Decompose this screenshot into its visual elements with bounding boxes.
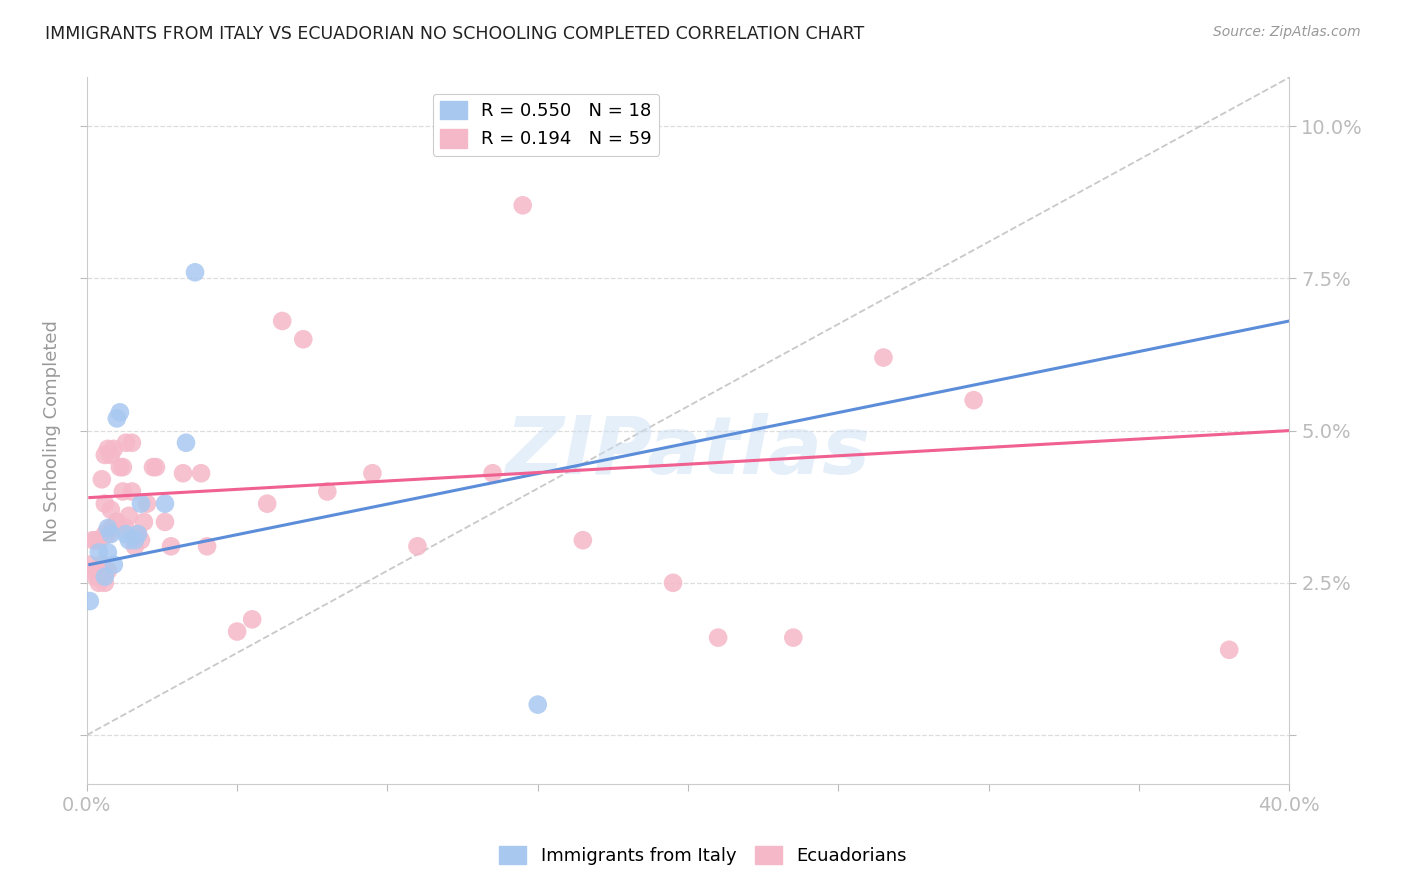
- Point: [292, 332, 315, 346]
- Point: [184, 265, 207, 279]
- Point: [361, 467, 384, 481]
- Point: [136, 497, 159, 511]
- Point: [271, 314, 294, 328]
- Point: [94, 448, 117, 462]
- Point: [82, 564, 104, 578]
- Point: [103, 442, 125, 456]
- Point: [94, 575, 117, 590]
- Point: [124, 533, 146, 548]
- Point: [121, 484, 143, 499]
- Point: [963, 393, 986, 408]
- Point: [145, 460, 167, 475]
- Point: [240, 612, 263, 626]
- Point: [115, 521, 138, 535]
- Point: [256, 497, 278, 511]
- Point: [97, 545, 120, 559]
- Point: [111, 484, 134, 499]
- Point: [782, 631, 804, 645]
- Point: [127, 527, 149, 541]
- Point: [87, 575, 110, 590]
- Point: [100, 502, 122, 516]
- Point: [97, 521, 120, 535]
- Point: [94, 527, 117, 541]
- Point: [118, 533, 141, 548]
- Point: [129, 533, 152, 548]
- Point: [129, 497, 152, 511]
- Point: [97, 564, 120, 578]
- Point: [316, 484, 339, 499]
- Point: [87, 533, 110, 548]
- Point: [226, 624, 249, 639]
- Point: [115, 435, 138, 450]
- Point: [97, 527, 120, 541]
- Point: [190, 467, 212, 481]
- Point: [481, 467, 503, 481]
- Point: [142, 460, 165, 475]
- Legend: Immigrants from Italy, Ecuadorians: Immigrants from Italy, Ecuadorians: [492, 838, 914, 872]
- Point: [1218, 642, 1240, 657]
- Point: [100, 448, 122, 462]
- Text: IMMIGRANTS FROM ITALY VS ECUADORIAN NO SCHOOLING COMPLETED CORRELATION CHART: IMMIGRANTS FROM ITALY VS ECUADORIAN NO S…: [45, 25, 865, 43]
- Point: [105, 515, 128, 529]
- Point: [118, 508, 141, 523]
- Point: [82, 533, 104, 548]
- Point: [572, 533, 595, 548]
- Point: [132, 515, 155, 529]
- Point: [84, 533, 107, 548]
- Point: [707, 631, 730, 645]
- Point: [127, 527, 149, 541]
- Text: ZIPatlas: ZIPatlas: [506, 413, 870, 491]
- Point: [121, 435, 143, 450]
- Point: [105, 515, 128, 529]
- Point: [108, 460, 131, 475]
- Point: [90, 558, 112, 572]
- Point: [94, 570, 117, 584]
- Point: [160, 539, 183, 553]
- Point: [103, 558, 125, 572]
- Point: [153, 515, 176, 529]
- Point: [90, 472, 112, 486]
- Legend: R = 0.550   N = 18, R = 0.194   N = 59: R = 0.550 N = 18, R = 0.194 N = 59: [433, 94, 659, 156]
- Y-axis label: No Schooling Completed: No Schooling Completed: [44, 319, 60, 541]
- Point: [872, 351, 894, 365]
- Point: [111, 460, 134, 475]
- Point: [94, 497, 117, 511]
- Point: [153, 497, 176, 511]
- Point: [105, 411, 128, 425]
- Point: [79, 594, 101, 608]
- Point: [100, 527, 122, 541]
- Point: [97, 442, 120, 456]
- Point: [406, 539, 429, 553]
- Point: [87, 545, 110, 559]
- Point: [79, 558, 101, 572]
- Point: [174, 435, 197, 450]
- Point: [84, 570, 107, 584]
- Point: [124, 539, 146, 553]
- Point: [662, 575, 685, 590]
- Point: [115, 527, 138, 541]
- Point: [172, 467, 194, 481]
- Point: [108, 405, 131, 419]
- Point: [512, 198, 534, 212]
- Point: [195, 539, 218, 553]
- Point: [526, 698, 548, 712]
- Text: Source: ZipAtlas.com: Source: ZipAtlas.com: [1213, 25, 1361, 39]
- Point: [100, 521, 122, 535]
